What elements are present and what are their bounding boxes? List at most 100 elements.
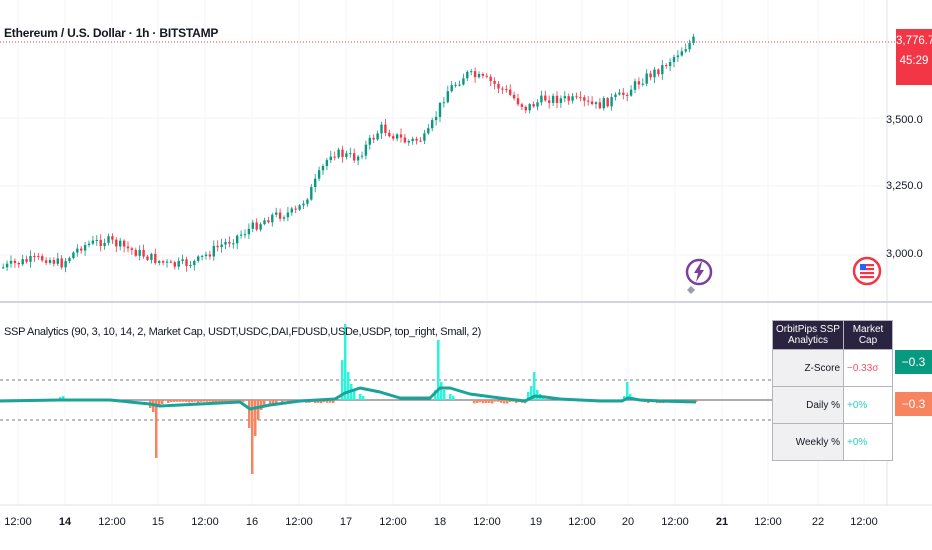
zscore-tag-upper: −0.3 bbox=[895, 350, 932, 374]
candle bbox=[200, 255, 204, 257]
candle bbox=[524, 106, 527, 111]
histogram-bar bbox=[347, 372, 350, 400]
histogram-bar bbox=[437, 340, 440, 400]
time-axis-label: 12:00 bbox=[4, 516, 32, 528]
histogram-bar bbox=[260, 400, 263, 410]
candle bbox=[56, 258, 59, 264]
candle bbox=[505, 89, 508, 91]
histogram-bar bbox=[161, 400, 164, 404]
candle bbox=[224, 241, 227, 245]
candle bbox=[376, 133, 379, 140]
histogram-bar bbox=[434, 390, 437, 400]
time-axis-label: 15 bbox=[151, 516, 165, 528]
candle bbox=[259, 224, 262, 230]
histogram-bar bbox=[221, 400, 224, 402]
candle bbox=[528, 104, 531, 111]
candle bbox=[255, 222, 258, 230]
candle bbox=[314, 178, 317, 188]
histogram-bar bbox=[206, 400, 209, 402]
candle bbox=[5, 263, 9, 268]
histogram-bar bbox=[332, 400, 335, 404]
candle bbox=[653, 69, 656, 78]
candle bbox=[329, 156, 332, 161]
candle bbox=[454, 84, 457, 86]
candle bbox=[536, 102, 539, 107]
candle bbox=[427, 128, 430, 134]
candle bbox=[614, 94, 617, 98]
candle bbox=[520, 104, 524, 107]
candle bbox=[434, 116, 438, 121]
symbol-title[interactable]: Ethereum / U.S. Dollar · 1h · BITSTAMP bbox=[4, 26, 219, 40]
candle bbox=[641, 83, 644, 85]
time-axis-label: 18 bbox=[433, 516, 447, 528]
candle bbox=[64, 261, 67, 268]
time-axis-label: 12:00 bbox=[473, 516, 501, 528]
indicator-title[interactable]: SSP Analytics (90, 3, 10, 14, 2, Market … bbox=[4, 326, 481, 338]
candle bbox=[633, 81, 637, 90]
candle bbox=[462, 78, 465, 85]
candle bbox=[130, 248, 134, 250]
candle bbox=[80, 248, 83, 251]
candle bbox=[622, 92, 625, 95]
histogram-bar bbox=[248, 400, 251, 428]
zscore-tag-lower: −0.3 bbox=[895, 392, 932, 416]
histogram-bar bbox=[542, 397, 545, 400]
candle bbox=[204, 254, 208, 256]
candle bbox=[368, 137, 371, 145]
candle bbox=[485, 75, 488, 77]
candle bbox=[372, 137, 375, 140]
lightning-event-icon[interactable] bbox=[685, 256, 713, 296]
histogram-bar bbox=[263, 400, 266, 407]
candle bbox=[645, 73, 648, 84]
time-axis-label: 12:00 bbox=[661, 516, 689, 528]
histogram-bar bbox=[182, 400, 185, 402]
candle bbox=[388, 132, 391, 137]
histogram-bar bbox=[194, 400, 197, 402]
candle bbox=[353, 153, 356, 161]
candle bbox=[680, 51, 683, 56]
us-flag-event-icon[interactable] bbox=[852, 254, 882, 294]
histogram-bar bbox=[623, 396, 626, 400]
candle bbox=[610, 97, 613, 107]
candle bbox=[489, 76, 492, 81]
zscore-line bbox=[0, 386, 697, 411]
candle bbox=[111, 236, 114, 240]
candle bbox=[470, 71, 473, 73]
current-price-tag: 3,776.7 45:29 bbox=[896, 29, 932, 85]
time-axis-label: 20 bbox=[621, 516, 635, 528]
candle bbox=[185, 259, 188, 266]
candle bbox=[692, 36, 695, 43]
histogram-bar bbox=[320, 400, 323, 404]
candle bbox=[575, 96, 578, 98]
candle bbox=[583, 97, 586, 101]
price-axis-label: 3,500.0 bbox=[886, 114, 923, 126]
time-axis-label: 12:00 bbox=[850, 516, 878, 528]
candle bbox=[267, 220, 270, 223]
candle bbox=[341, 149, 344, 157]
candle bbox=[306, 199, 309, 204]
candle bbox=[360, 155, 364, 157]
candle bbox=[165, 261, 169, 263]
time-axis-label: 12:00 bbox=[379, 516, 407, 528]
candle bbox=[548, 100, 551, 103]
time-axis-label: 22 bbox=[811, 516, 825, 528]
histogram-bar bbox=[476, 400, 479, 403]
candle bbox=[419, 140, 422, 142]
histogram-bar bbox=[170, 400, 173, 402]
candle bbox=[76, 248, 79, 253]
candle bbox=[220, 244, 223, 248]
candle bbox=[559, 98, 563, 103]
histogram-bar bbox=[62, 396, 65, 400]
candle bbox=[44, 260, 48, 263]
histogram-bar bbox=[242, 400, 245, 402]
histogram-bar bbox=[443, 390, 446, 400]
candle bbox=[103, 242, 106, 247]
candle bbox=[637, 81, 641, 85]
candle bbox=[684, 49, 687, 52]
candle bbox=[107, 236, 110, 243]
candle bbox=[247, 228, 251, 235]
candle bbox=[325, 160, 329, 167]
candle bbox=[497, 83, 500, 89]
